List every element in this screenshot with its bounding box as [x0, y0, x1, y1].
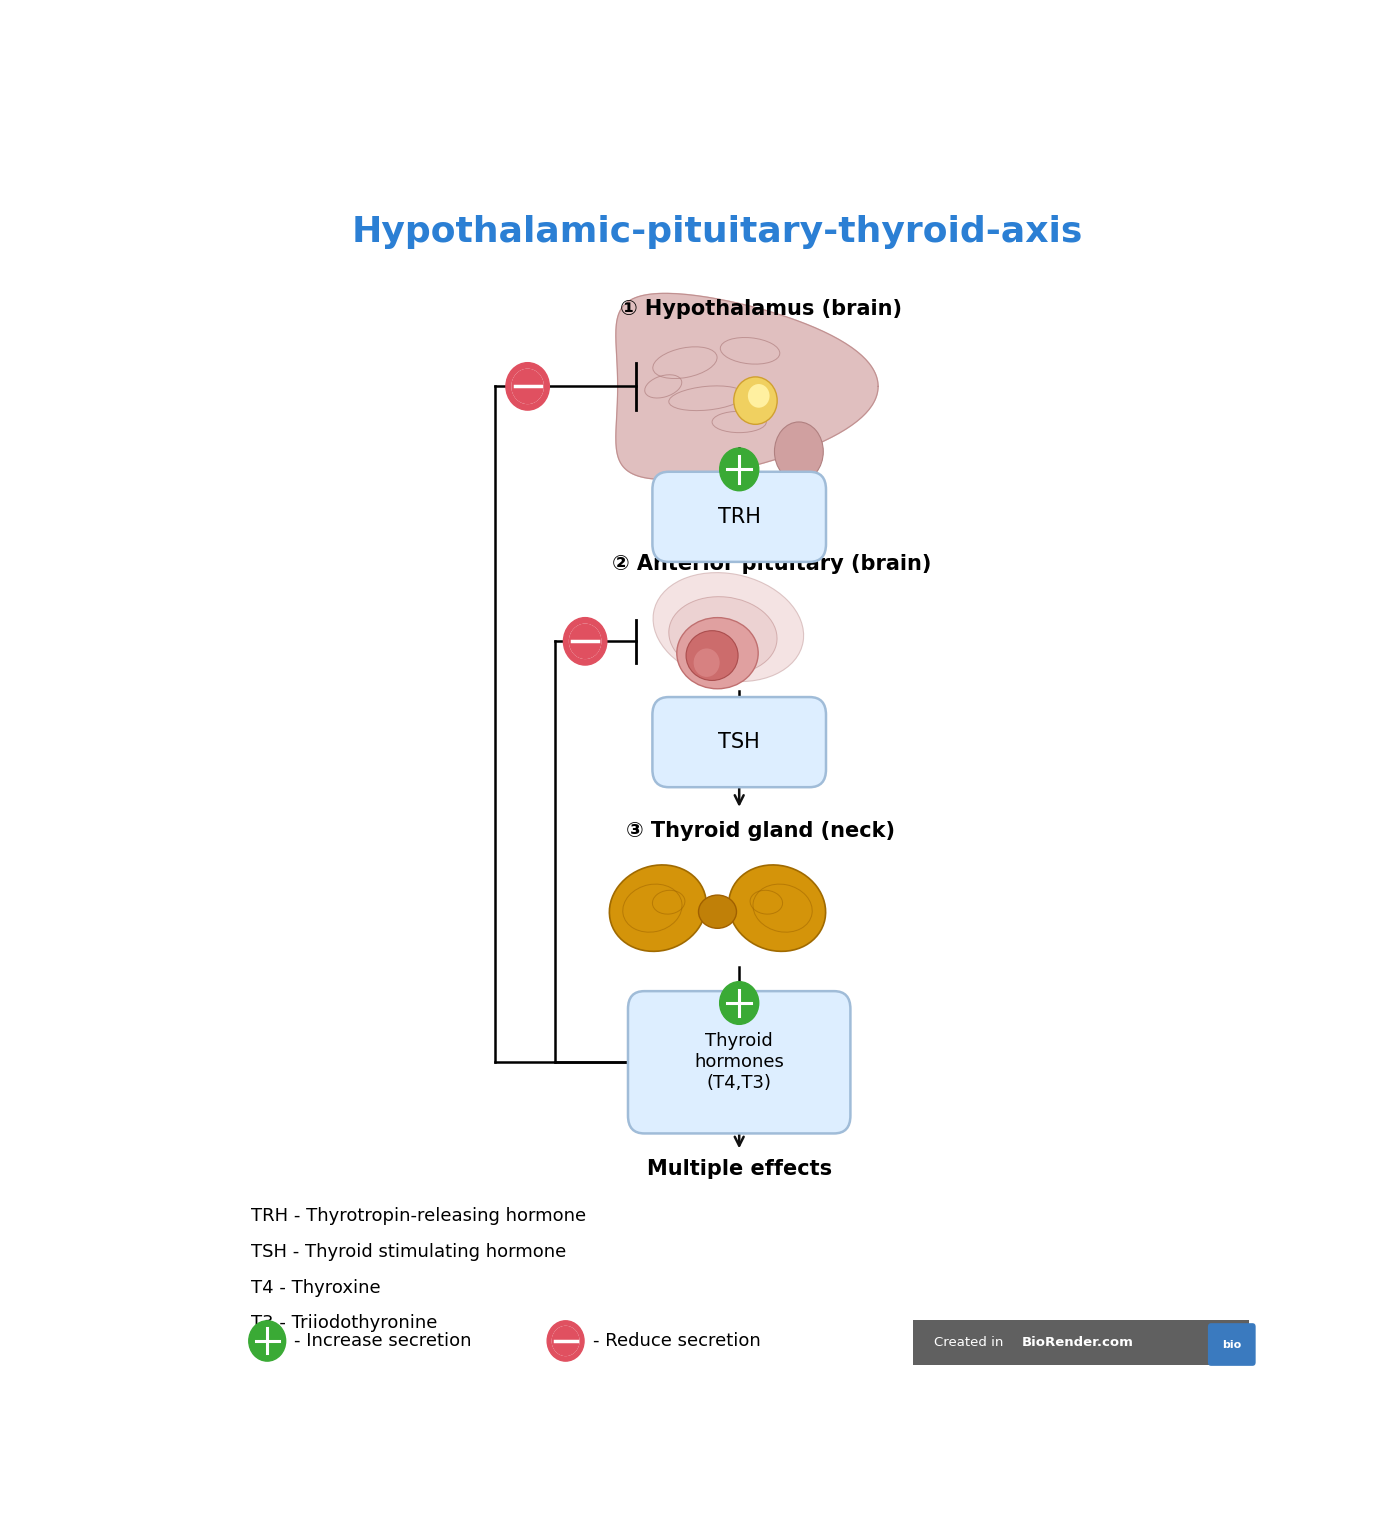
Circle shape	[512, 370, 543, 403]
FancyBboxPatch shape	[629, 992, 850, 1133]
Text: ② Anterior pituitary (brain): ② Anterior pituitary (brain)	[612, 554, 931, 574]
Circle shape	[512, 370, 543, 403]
Circle shape	[553, 1326, 578, 1355]
Text: TRH: TRH	[718, 507, 760, 527]
FancyBboxPatch shape	[1208, 1323, 1256, 1366]
Text: Created in: Created in	[935, 1335, 1004, 1349]
Ellipse shape	[652, 573, 804, 682]
Circle shape	[553, 1326, 578, 1355]
Circle shape	[563, 618, 606, 665]
Ellipse shape	[729, 865, 826, 952]
Ellipse shape	[609, 865, 706, 952]
Text: TSH - Thyroid stimulating hormone: TSH - Thyroid stimulating hormone	[251, 1243, 566, 1261]
Ellipse shape	[686, 631, 738, 681]
Circle shape	[693, 648, 720, 678]
Circle shape	[570, 624, 601, 659]
Text: BioRender.com: BioRender.com	[1022, 1335, 1133, 1349]
Text: TSH: TSH	[718, 732, 760, 752]
Text: ① Hypothalamus (brain): ① Hypothalamus (brain)	[620, 299, 902, 319]
FancyBboxPatch shape	[652, 698, 826, 787]
Ellipse shape	[699, 895, 736, 929]
Text: T4 - Thyroxine: T4 - Thyroxine	[251, 1278, 381, 1297]
Circle shape	[547, 1321, 584, 1361]
Text: T3 - Triiodothyronine: T3 - Triiodothyronine	[251, 1314, 437, 1332]
Text: bio: bio	[1222, 1340, 1242, 1349]
Ellipse shape	[676, 618, 759, 688]
Polygon shape	[616, 293, 878, 479]
Text: Thyroid
hormones
(T4,T3): Thyroid hormones (T4,T3)	[694, 1032, 784, 1092]
Text: ③ Thyroid gland (neck): ③ Thyroid gland (neck)	[626, 821, 896, 841]
Circle shape	[720, 448, 759, 491]
Circle shape	[720, 981, 759, 1024]
Circle shape	[734, 377, 777, 425]
Circle shape	[570, 624, 601, 659]
FancyBboxPatch shape	[913, 1320, 1249, 1364]
Circle shape	[505, 363, 549, 410]
Text: - Increase secretion: - Increase secretion	[294, 1332, 472, 1351]
Text: - Reduce secretion: - Reduce secretion	[592, 1332, 760, 1351]
FancyBboxPatch shape	[652, 471, 826, 562]
Ellipse shape	[774, 422, 823, 480]
Text: Hypothalamic-pituitary-thyroid-axis: Hypothalamic-pituitary-thyroid-axis	[351, 216, 1084, 249]
Circle shape	[249, 1321, 286, 1361]
Ellipse shape	[669, 596, 777, 675]
Text: TRH - Thyrotropin-releasing hormone: TRH - Thyrotropin-releasing hormone	[251, 1207, 587, 1226]
Text: Multiple effects: Multiple effects	[647, 1160, 832, 1180]
Circle shape	[748, 383, 770, 408]
